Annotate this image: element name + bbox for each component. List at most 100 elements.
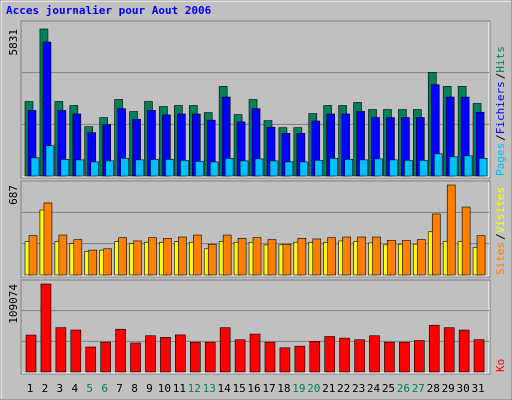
bar <box>239 160 249 177</box>
bar <box>476 235 486 276</box>
bar <box>60 159 70 177</box>
legend-entry: Sites <box>494 242 507 275</box>
bar <box>178 236 187 276</box>
bar <box>45 145 55 177</box>
bar <box>30 157 40 177</box>
bar <box>414 340 425 373</box>
bar <box>344 159 353 177</box>
bar <box>458 329 470 373</box>
bar <box>264 341 276 373</box>
x-tick-label: 14 <box>218 382 232 395</box>
bar <box>88 249 98 276</box>
bar <box>160 337 171 373</box>
bar <box>237 238 247 276</box>
x-tick-label: 17 <box>262 382 275 395</box>
bar <box>294 345 306 373</box>
bar <box>73 239 83 276</box>
bar <box>433 153 443 177</box>
bar <box>329 158 339 177</box>
bar <box>431 213 441 276</box>
bar <box>254 158 264 177</box>
legend: Ko <box>494 359 507 372</box>
bar <box>100 341 111 373</box>
x-tick-label: 10 <box>158 382 171 395</box>
bar <box>267 239 277 276</box>
bar <box>85 346 97 373</box>
bar <box>372 236 381 276</box>
x-tick-label: 2 <box>42 382 49 395</box>
bar <box>224 158 234 177</box>
bar <box>428 324 440 373</box>
x-tick-label: 22 <box>337 382 350 395</box>
bar <box>448 156 458 177</box>
y-tick-label: 687 <box>7 185 20 205</box>
bar <box>194 161 204 177</box>
bar <box>402 239 411 276</box>
bar <box>28 235 38 276</box>
bar <box>148 237 157 276</box>
bar <box>369 335 380 373</box>
bar <box>284 161 294 177</box>
y-tick-label: 109074 <box>7 284 20 324</box>
x-tick-label: 9 <box>146 382 153 395</box>
bar <box>312 238 322 276</box>
x-tick-label: 6 <box>101 382 108 395</box>
bar <box>342 236 351 276</box>
bar <box>374 158 383 177</box>
x-tick-label: 13 <box>203 382 216 395</box>
bar <box>118 237 127 276</box>
bar <box>209 161 219 177</box>
legend-separator: / <box>494 73 507 80</box>
legend: Pages/Fichiers/Hits <box>494 46 507 176</box>
bar <box>461 206 471 276</box>
bar <box>165 159 174 177</box>
x-tick-label: 16 <box>247 382 260 395</box>
bar <box>354 339 365 373</box>
x-tick-label: 23 <box>352 382 365 395</box>
bar <box>192 234 202 276</box>
bar <box>478 158 488 177</box>
x-tick-label: 7 <box>116 382 123 395</box>
bar <box>120 158 129 177</box>
bar <box>70 329 82 373</box>
bar <box>404 160 413 177</box>
legend: Sites /Visites <box>494 187 507 275</box>
x-tick-label: 21 <box>322 382 335 395</box>
bar <box>75 159 85 177</box>
x-tick-label: 5 <box>86 382 93 395</box>
bar <box>279 347 291 373</box>
x-tick-label: 1 <box>27 382 34 395</box>
bar <box>419 160 428 177</box>
bar <box>309 341 321 373</box>
bar <box>357 236 366 276</box>
bar <box>133 240 142 276</box>
bar <box>297 238 307 276</box>
legend-separator: / <box>494 134 507 141</box>
x-tick-label: 24 <box>367 382 381 395</box>
legend-entry: Visites <box>494 187 507 233</box>
bar <box>222 234 232 276</box>
bar <box>446 184 456 276</box>
bar <box>324 336 336 373</box>
y-tick-label: 5831 <box>7 29 20 56</box>
bar <box>145 335 156 373</box>
bar <box>234 339 246 373</box>
legend-entry: Fichiers <box>494 81 507 134</box>
x-tick-label: 20 <box>307 382 320 395</box>
bar <box>384 341 395 373</box>
bar <box>473 339 485 373</box>
bar <box>463 155 473 177</box>
x-tick-label: 15 <box>232 382 245 395</box>
bar <box>389 159 398 177</box>
x-tick-label: 31 <box>471 382 484 395</box>
bar <box>115 328 126 373</box>
x-tick-label: 19 <box>292 382 305 395</box>
bar <box>163 238 172 276</box>
bar <box>387 239 396 276</box>
bar <box>359 159 368 177</box>
bar <box>43 202 53 276</box>
x-tick-label: 27 <box>412 382 425 395</box>
legend-entry: Hits <box>494 46 507 73</box>
bar <box>249 333 261 373</box>
